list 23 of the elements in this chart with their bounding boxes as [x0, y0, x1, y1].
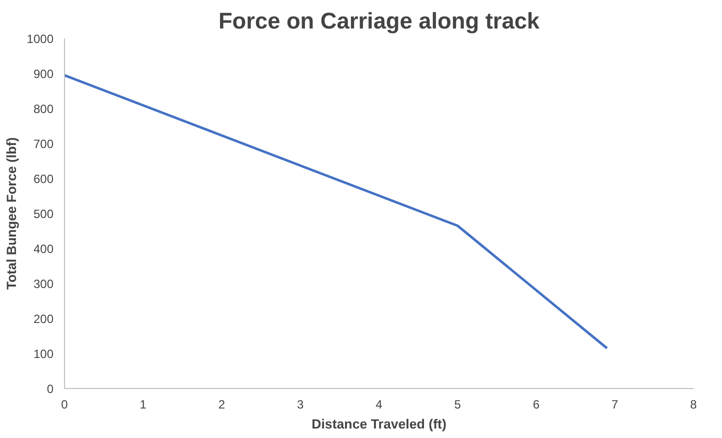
y-tick-label: 700: [33, 137, 54, 151]
x-tick-label: 4: [376, 398, 383, 412]
y-axis-title: Total Bungee Force (lbf): [4, 137, 19, 290]
y-tick-label: 0: [46, 382, 54, 396]
x-tick-label: 5: [454, 398, 462, 412]
y-tick-label: 400: [33, 242, 54, 256]
chart-title: Force on Carriage along track: [218, 8, 540, 34]
x-tick-label: 0: [61, 398, 68, 412]
y-tick-label: 500: [33, 207, 54, 221]
y-tick-label: 600: [33, 172, 54, 186]
y-tick-label: 300: [33, 277, 54, 291]
x-tick-label: 6: [532, 398, 540, 412]
x-tick-label: 2: [218, 398, 226, 412]
x-axis-title: Distance Traveled (ft): [312, 416, 446, 432]
y-tick-label: 200: [33, 312, 54, 326]
y-tick-label: 1000: [26, 32, 54, 46]
x-tick-label: 1: [140, 398, 147, 412]
x-tick-label: 8: [690, 398, 698, 412]
x-tick-label: 3: [297, 398, 304, 412]
y-tick-label: 900: [33, 67, 54, 81]
y-tick-label: 800: [33, 102, 54, 116]
y-tick-label: 100: [33, 347, 54, 361]
x-tick-label: 7: [612, 398, 619, 412]
